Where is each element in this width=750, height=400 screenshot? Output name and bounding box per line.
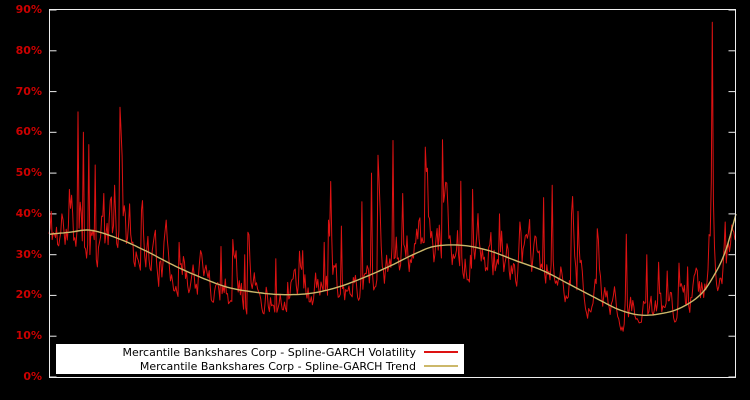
legend-item-trend: Mercantile Bankshares Corp - Spline-GARC…: [62, 359, 458, 373]
legend-item-volatility: Mercantile Bankshares Corp - Spline-GARC…: [62, 345, 458, 359]
legend-sample-volatility-line: [424, 351, 458, 353]
legend-label-volatility: Mercantile Bankshares Corp - Spline-GARC…: [122, 345, 417, 359]
legend: Mercantile Bankshares Corp - Spline-GARC…: [56, 344, 464, 374]
legend-sample-trend-line: [424, 365, 458, 367]
legend-label-trend: Mercantile Bankshares Corp - Spline-GARC…: [139, 359, 416, 373]
